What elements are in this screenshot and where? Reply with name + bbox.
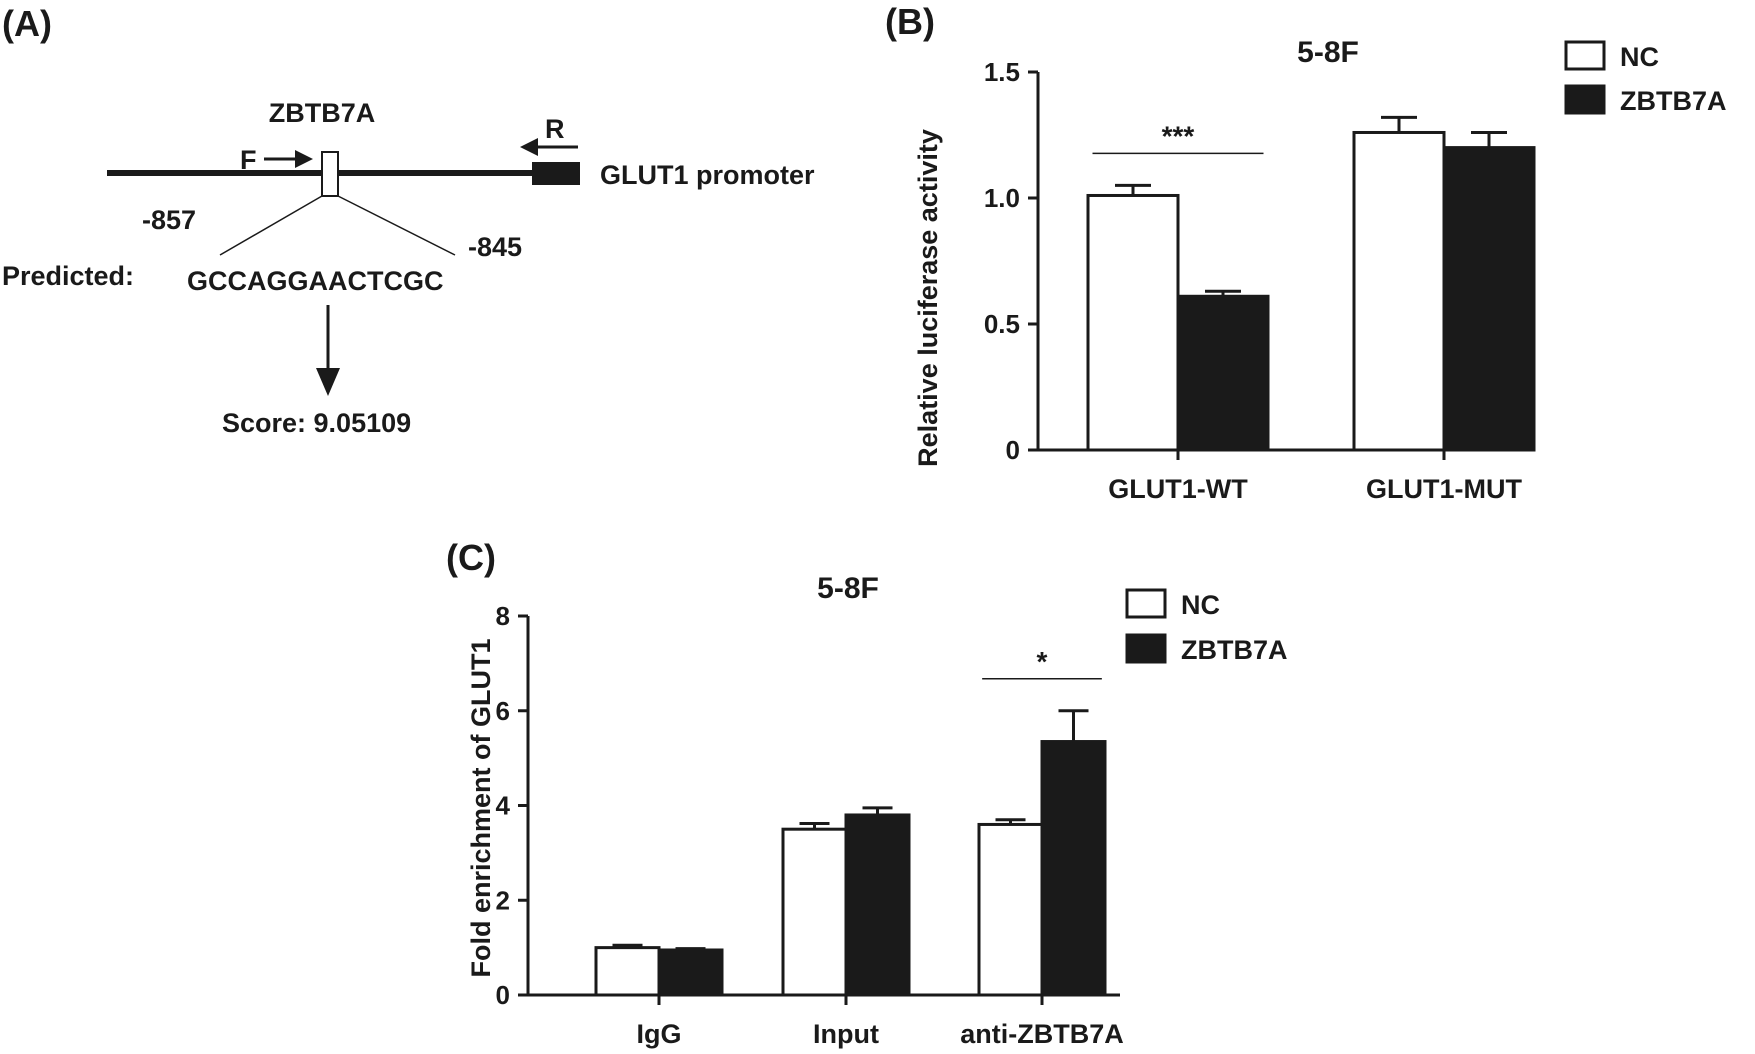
chart-b-legend-swatch-nc — [1564, 40, 1606, 71]
promoter-label: GLUT1 promoter — [600, 160, 815, 190]
chart-c-significance-label: * — [1037, 646, 1048, 677]
chart-b-legend-label: NC — [1620, 42, 1659, 72]
chart-b-bar-zbtb7a — [1176, 294, 1270, 452]
binding-sequence: GCCAGGAACTCGC — [187, 266, 444, 296]
chart-b-category-label: GLUT1-MUT — [1366, 474, 1522, 504]
chart-c-bar-nc — [594, 946, 661, 997]
chart-c-ytick-label: 2 — [496, 885, 510, 915]
chart-b-significance-label: *** — [1162, 120, 1195, 151]
panel-label-a: (A) — [2, 3, 52, 44]
binding-site-box — [321, 151, 339, 197]
chart-b-legend-swatch-zbtb7a — [1564, 84, 1606, 115]
expand-line-right — [337, 195, 456, 256]
reverse-primer-arrowhead — [520, 138, 538, 156]
chart-b-ylabel: Relative luciferase activity — [913, 129, 943, 467]
chart-c-bar-zbtb7a — [657, 948, 724, 997]
chart-c-legend: NC ZBTB7A — [1125, 588, 1288, 665]
chart-c-bar-nc — [781, 827, 848, 997]
chart-c-ylabel: Fold enrichment of GLUT1 — [466, 638, 496, 977]
chart-c-legend-swatch-nc — [1125, 588, 1167, 619]
chart-b-ytick-label: 0.5 — [984, 309, 1020, 339]
panel-label-b: (B) — [885, 1, 935, 42]
chart-c-bar-zbtb7a — [1040, 740, 1107, 997]
chart-c-ytick-label: 0 — [496, 980, 510, 1010]
chart-c-title: 5-8F — [817, 572, 879, 605]
chart-c-ytick-label: 4 — [496, 791, 511, 821]
chart-b-bar-nc — [1352, 130, 1446, 452]
start-position: -857 — [142, 205, 196, 235]
chart-c-category-label: Input — [813, 1019, 879, 1049]
end-position: -845 — [468, 232, 522, 262]
chart-b-ytick-label: 0 — [1006, 435, 1020, 465]
forward-primer-label: F — [240, 145, 257, 175]
chart-b-category-label: GLUT1-WT — [1108, 474, 1248, 504]
chart-c-legend-label: ZBTB7A — [1181, 635, 1288, 665]
chart-c-bar-nc — [977, 822, 1044, 997]
chart-c-bar-zbtb7a — [844, 813, 911, 997]
chart-c-bars: * — [594, 646, 1107, 997]
gene-block — [532, 162, 580, 185]
expand-line-left — [219, 195, 323, 256]
panel-b-chart: (B) 5-8F Relative luciferase activity 0 0… — [885, 1, 1727, 504]
panel-c-chart: (C) 5-8F Fold enrichment of GLUT1 0 2 4 6 8 I… — [446, 537, 1288, 1049]
chart-b-title: 5-8F — [1297, 36, 1359, 69]
predicted-label: Predicted: — [2, 261, 134, 291]
panel-label-c: (C) — [446, 537, 496, 578]
score-arrowhead — [316, 368, 340, 396]
reverse-primer-label: R — [545, 114, 565, 144]
forward-primer-arrowhead — [295, 150, 313, 168]
chart-b-bar-nc — [1086, 193, 1180, 452]
score-text: Score: 9.05109 — [222, 408, 411, 438]
chart-c-ytick-label: 8 — [496, 601, 510, 631]
chart-c-category-label: anti-ZBTB7A — [960, 1019, 1124, 1049]
tf-name: ZBTB7A — [269, 98, 376, 128]
chart-b-bar-zbtb7a — [1442, 146, 1536, 452]
chart-b-bars: *** — [1086, 115, 1536, 452]
chart-c-category-label: IgG — [637, 1019, 682, 1049]
chart-b-legend: NC ZBTB7A — [1564, 40, 1727, 116]
chart-b-ytick-label: 1.0 — [984, 183, 1020, 213]
chart-c-legend-swatch-zbtb7a — [1125, 633, 1167, 664]
chart-b-legend-label: ZBTB7A — [1620, 86, 1727, 116]
chart-b-ytick-label: 1.5 — [984, 57, 1020, 87]
panel-a: (A) ZBTB7A F R GLUT1 promoter -857 -845 … — [2, 3, 815, 438]
chart-c-legend-label: NC — [1181, 590, 1220, 620]
chart-c-ytick-label: 6 — [496, 696, 510, 726]
